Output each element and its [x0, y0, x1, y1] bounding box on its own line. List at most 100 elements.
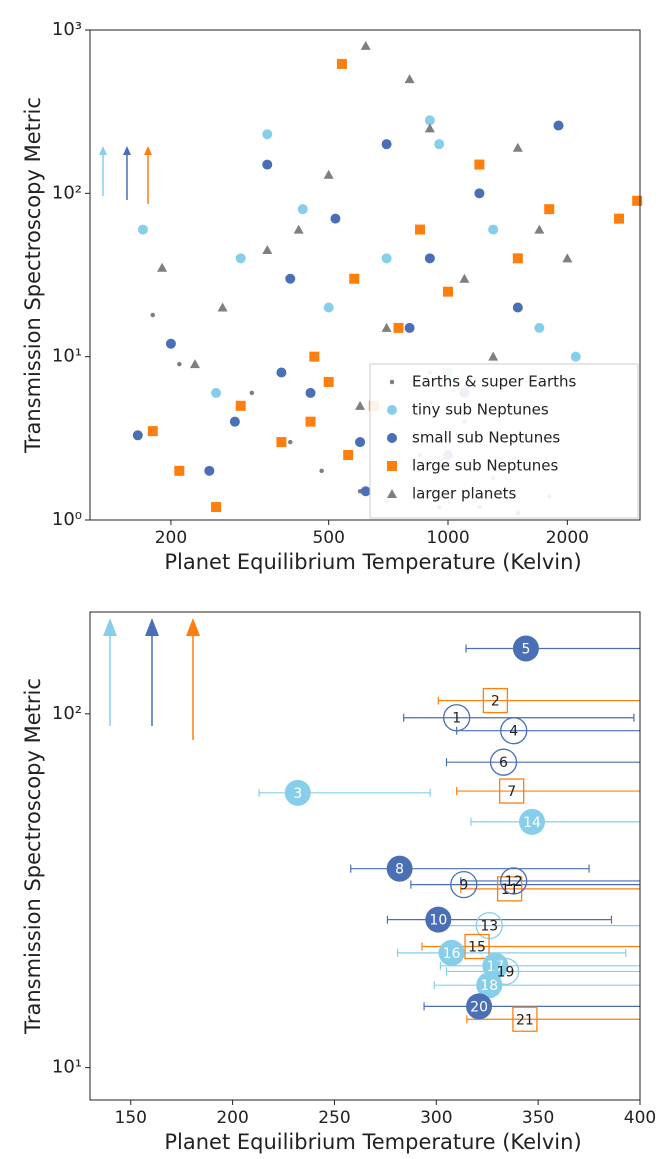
- x-tick-label: 500: [312, 528, 344, 548]
- legend-marker: [387, 461, 397, 471]
- point: [459, 273, 470, 283]
- point: [323, 169, 334, 179]
- point: [393, 322, 404, 333]
- point: [491, 957, 520, 986]
- y-tick-label: 10¹: [52, 1057, 82, 1078]
- point-label: 13: [480, 919, 498, 935]
- point: [499, 778, 525, 804]
- point: [235, 253, 246, 264]
- point: [150, 312, 156, 318]
- point: [323, 302, 334, 313]
- point: [355, 400, 366, 410]
- point: [534, 224, 545, 234]
- point-label: 10: [429, 913, 447, 929]
- point: [189, 359, 200, 369]
- point: [360, 486, 371, 497]
- point: [211, 387, 222, 398]
- point: [132, 430, 143, 441]
- point: [305, 416, 316, 427]
- point: [293, 224, 304, 234]
- point: [450, 870, 478, 899]
- point-label: 7: [507, 784, 516, 800]
- point: [381, 322, 392, 332]
- point: [355, 437, 366, 448]
- point: [276, 367, 287, 378]
- x-tick-label: 2000: [546, 528, 589, 548]
- point-label: 17: [486, 959, 504, 975]
- legend-marker: [387, 405, 397, 415]
- point-label: 1: [452, 711, 461, 727]
- point-label: 15: [468, 939, 486, 955]
- point: [235, 400, 246, 411]
- point: [137, 224, 148, 235]
- point: [211, 502, 222, 513]
- point-label: 8: [395, 862, 404, 878]
- point: [217, 302, 228, 312]
- x-tick-label: 250: [318, 1108, 350, 1128]
- point: [424, 115, 435, 126]
- point: [438, 939, 465, 966]
- point: [415, 224, 426, 235]
- point: [570, 351, 581, 362]
- y-axis-label: Transmission Spectroscopy Metric: [21, 678, 45, 1035]
- y-tick-label: 10²: [52, 703, 82, 724]
- point: [534, 322, 545, 333]
- legend-label: large sub Neptunes: [412, 457, 558, 475]
- legend-marker: [387, 433, 397, 443]
- point: [424, 253, 435, 264]
- point-label: 14: [523, 815, 541, 831]
- point-label: 18: [480, 978, 498, 994]
- point-label: 3: [293, 786, 302, 802]
- x-tick-label: 400: [624, 1108, 656, 1128]
- point: [512, 253, 523, 264]
- point: [434, 139, 445, 150]
- point: [404, 74, 415, 84]
- point: [512, 142, 523, 152]
- plot-frame: [89, 611, 641, 1101]
- point: [488, 351, 499, 361]
- point: [474, 159, 485, 170]
- point: [174, 465, 185, 476]
- point: [343, 450, 354, 461]
- x-tick-label: 1000: [426, 528, 469, 548]
- point: [632, 195, 643, 206]
- point: [474, 188, 485, 199]
- point: [305, 387, 316, 398]
- point: [262, 244, 273, 254]
- point: [553, 120, 564, 131]
- arrows-bottom: [103, 618, 200, 740]
- point: [482, 687, 509, 714]
- point-label: 4: [509, 724, 518, 740]
- point: [249, 390, 255, 396]
- point: [262, 159, 273, 170]
- y-tick-label: 10¹: [52, 346, 82, 367]
- point: [466, 993, 493, 1020]
- point: [443, 704, 471, 732]
- point: [157, 262, 168, 272]
- point-label: 19: [497, 964, 515, 980]
- point: [562, 253, 573, 263]
- point: [544, 204, 555, 215]
- x-tick-label: 350: [522, 1108, 554, 1128]
- legend-box: [369, 363, 639, 519]
- point: [165, 338, 176, 349]
- point: [262, 129, 273, 140]
- x-tick-label: 200: [155, 528, 187, 548]
- plot-frame: [89, 29, 641, 521]
- point: [330, 213, 341, 224]
- point: [297, 204, 308, 215]
- legend-marker: [387, 489, 397, 498]
- legend-label: larger planets: [412, 485, 516, 503]
- point: [443, 286, 454, 297]
- point: [360, 40, 371, 50]
- arrows-top: [99, 146, 152, 204]
- y-tick-label: 10³: [52, 19, 82, 40]
- legend-label: small sub Neptunes: [412, 429, 560, 447]
- point-label: 21: [516, 1012, 534, 1028]
- point: [319, 468, 324, 474]
- point: [177, 361, 182, 367]
- x-tick-label: 150: [115, 1108, 147, 1128]
- point-label: 9: [459, 878, 468, 894]
- legend-marker: [389, 379, 395, 385]
